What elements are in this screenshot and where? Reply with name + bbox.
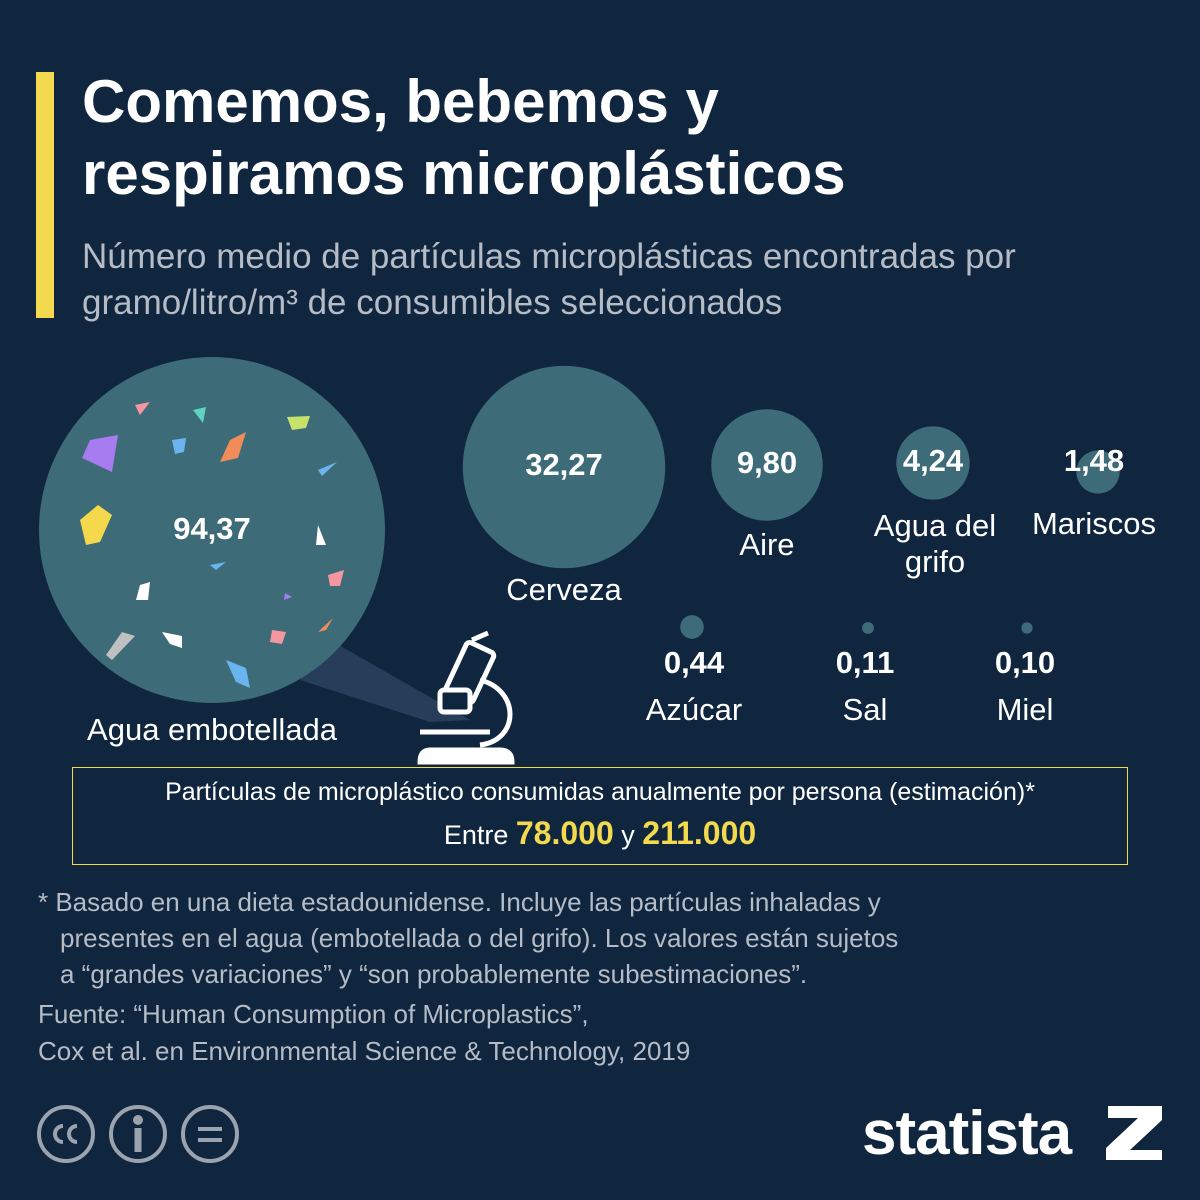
value-label: 32,27	[525, 447, 603, 482]
text: y	[621, 820, 635, 850]
value-label: 1,48	[1064, 443, 1124, 478]
bubble	[1021, 622, 1033, 634]
estimate-box: Partículas de microplástico consumidas a…	[72, 767, 1128, 865]
confetti	[80, 402, 344, 688]
footnote: * Basado en una dieta estadounidense. In…	[38, 884, 898, 992]
bubble	[39, 357, 385, 703]
value-label: 0,44	[664, 645, 725, 680]
category-label: Azúcar	[645, 692, 743, 727]
bubble	[896, 426, 970, 500]
bubble	[680, 615, 704, 639]
category-label: Aire	[739, 527, 795, 562]
brand: statista	[862, 1099, 1072, 1168]
category-label: Sal	[842, 692, 888, 727]
source-line: Cox et al. en Environmental Science & Te…	[38, 1036, 691, 1066]
high-estimate: 211.000	[642, 815, 757, 851]
source: Fuente: “Human Consumption of Microplast…	[38, 996, 690, 1070]
light-beam	[300, 640, 470, 722]
footnote-line: * Basado en una dieta estadounidense. In…	[38, 887, 881, 917]
footnote-line: presentes en el agua (embotellada o del …	[60, 923, 899, 953]
bubble	[711, 409, 823, 521]
subtitle: Número medio de partículas microplástica…	[82, 237, 1016, 322]
license-icons	[37, 1105, 239, 1163]
bubble	[862, 622, 874, 634]
low-estimate: 78.000	[515, 815, 614, 851]
title: Comemos, bebemos y respiramos microplást…	[82, 68, 846, 207]
brand-logo	[1106, 1106, 1162, 1160]
footnote-line: a “grandes variaciones” y “son probablem…	[60, 959, 808, 989]
estimate-heading: Partículas de microplástico consumidas a…	[165, 778, 1035, 806]
category-label: Miel	[996, 692, 1054, 727]
value-label: 9,80	[737, 445, 797, 480]
estimate-range: Entre 78.000 y 211.000	[73, 815, 1127, 852]
source-line: Fuente: “Human Consumption of Microplast…	[38, 999, 589, 1029]
category-label: Agua embotellada	[87, 712, 337, 747]
category-label: Mariscos	[1031, 506, 1156, 541]
microscope-icon	[417, 630, 515, 765]
value-label: 0,11	[836, 645, 895, 680]
bubble	[462, 365, 666, 569]
category-label: Cerveza	[506, 572, 622, 607]
value-label: 94,37	[173, 511, 251, 546]
value-label: 0,10	[995, 645, 1055, 680]
value-label: 4,24	[903, 443, 964, 478]
text: Entre	[443, 820, 509, 850]
accent-bar	[36, 72, 54, 318]
category-label: Agua del grifo	[873, 508, 997, 579]
bubble	[1076, 450, 1120, 494]
